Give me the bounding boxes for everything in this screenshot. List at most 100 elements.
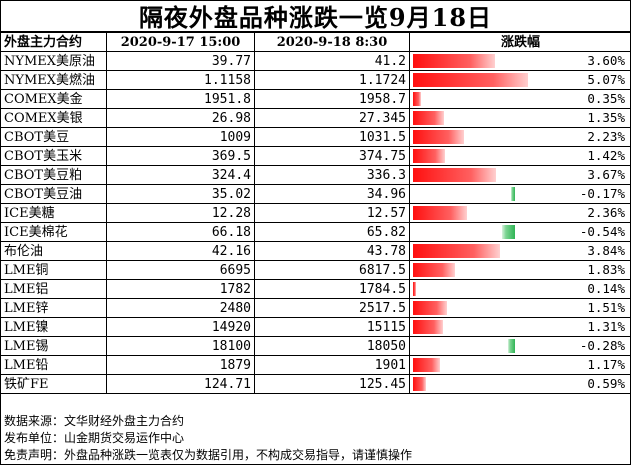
header-date2: 2020-9-18 8:30 xyxy=(254,32,410,52)
price-0918-cell: 15115 xyxy=(254,317,410,337)
change-value: 5.07% xyxy=(587,72,625,87)
change-cell: 0.59% xyxy=(409,374,631,394)
change-bar-up xyxy=(413,358,440,372)
change-bar-down xyxy=(502,225,515,239)
change-bar-up xyxy=(413,168,497,182)
price-0917-cell: 12.28 xyxy=(106,203,255,223)
change-value: 1.31% xyxy=(587,319,625,334)
table-row: NYMEX美燃油 1.1158 1.1724 5.07% xyxy=(0,70,631,90)
table-row: NYMEX美原油 39.77 41.2 3.60% xyxy=(0,51,631,71)
price-0918-cell: 43.78 xyxy=(254,241,410,261)
price-0917-cell: 39.77 xyxy=(106,51,255,71)
change-cell: 1.83% xyxy=(409,260,631,280)
change-cell: 0.14% xyxy=(409,279,631,299)
change-bar-down xyxy=(508,339,515,353)
change-bar-up xyxy=(413,282,417,296)
change-value: 1.42% xyxy=(587,148,625,163)
price-0918-cell: 1.1724 xyxy=(254,70,410,90)
change-cell: 1.35% xyxy=(409,108,631,128)
change-value: 0.35% xyxy=(587,91,625,106)
table-row: CBOT美豆粕 324.4 336.3 3.67% xyxy=(0,165,631,185)
change-cell: 1.42% xyxy=(409,146,631,166)
contract-name-cell: LME铅 xyxy=(0,355,107,375)
price-0917-cell: 324.4 xyxy=(106,165,255,185)
footer-notes: 数据来源：文华财经外盘主力合约 发布单位：山金期货交易运作中心 免责声明：外盘品… xyxy=(0,413,631,464)
change-bar-up xyxy=(413,320,443,334)
price-0917-cell: 14920 xyxy=(106,317,255,337)
contract-name-cell: LME锡 xyxy=(0,336,107,356)
price-0917-cell: 42.16 xyxy=(106,241,255,261)
price-0918-cell: 336.3 xyxy=(254,165,410,185)
change-cell: 3.84% xyxy=(409,241,631,261)
table-row: LME锡 18100 18050 -0.28% xyxy=(0,336,631,356)
change-value: 3.60% xyxy=(587,53,625,68)
change-cell: -0.54% xyxy=(409,222,631,242)
change-cell: 3.67% xyxy=(409,165,631,185)
price-0917-cell: 1.1158 xyxy=(106,70,255,90)
change-bar-up xyxy=(413,149,446,163)
price-0918-cell: 18050 xyxy=(254,336,410,356)
change-value: 0.59% xyxy=(587,376,625,391)
table-row: CBOT美豆 1009 1031.5 2.23% xyxy=(0,127,631,147)
change-bar-up xyxy=(413,92,421,106)
price-table: 外盘主力合约 2020-9-17 15:00 2020-9-18 8:30 涨跌… xyxy=(0,32,631,394)
price-0918-cell: 1031.5 xyxy=(254,127,410,147)
price-0917-cell: 124.71 xyxy=(106,374,255,394)
table-row: COMEX美金 1951.8 1958.7 0.35% xyxy=(0,89,631,109)
change-value: -0.54% xyxy=(579,224,625,239)
price-0917-cell: 1009 xyxy=(106,127,255,147)
contract-name-cell: ICE美糖 xyxy=(0,203,107,223)
contract-name-cell: NYMEX美燃油 xyxy=(0,70,107,90)
change-value: 1.51% xyxy=(587,300,625,315)
change-bar-up xyxy=(413,206,467,220)
contract-name-cell: CBOT美玉米 xyxy=(0,146,107,166)
table-row: LME铜 6695 6817.5 1.83% xyxy=(0,260,631,280)
change-cell: 2.23% xyxy=(409,127,631,147)
contract-name-cell: LME锌 xyxy=(0,298,107,318)
change-value: 1.83% xyxy=(587,262,625,277)
table-row: LME锌 2480 2517.5 1.51% xyxy=(0,298,631,318)
table-row: ICE美棉花 66.18 65.82 -0.54% xyxy=(0,222,631,242)
contract-name-cell: LME铝 xyxy=(0,279,107,299)
table-row: LME铝 1782 1784.5 0.14% xyxy=(0,279,631,299)
header-change: 涨跌幅 xyxy=(409,32,631,52)
change-value: 2.23% xyxy=(587,129,625,144)
table-row: COMEX美银 26.98 27.345 1.35% xyxy=(0,108,631,128)
footer-disclaimer: 免责声明：外盘品种涨跌一览表仅为数据引用，不构成交易指导，请谨慎操作 xyxy=(4,448,413,462)
price-0918-cell: 12.57 xyxy=(254,203,410,223)
change-cell: 3.60% xyxy=(409,51,631,71)
change-cell: 0.35% xyxy=(409,89,631,109)
price-0917-cell: 1879 xyxy=(106,355,255,375)
change-bar-up xyxy=(413,54,495,68)
contract-name-cell: 铁矿FE xyxy=(0,374,107,394)
price-0917-cell: 66.18 xyxy=(106,222,255,242)
contract-name-cell: ICE美棉花 xyxy=(0,222,107,242)
price-0918-cell: 6817.5 xyxy=(254,260,410,280)
price-0918-cell: 27.345 xyxy=(254,108,410,128)
price-0917-cell: 26.98 xyxy=(106,108,255,128)
change-cell: 2.36% xyxy=(409,203,631,223)
contract-name-cell: NYMEX美原油 xyxy=(0,51,107,71)
change-bar-up xyxy=(413,301,448,315)
change-value: 1.35% xyxy=(587,110,625,125)
change-cell: 1.31% xyxy=(409,317,631,337)
change-cell: -0.28% xyxy=(409,336,631,356)
table-header-row: 外盘主力合约 2020-9-17 15:00 2020-9-18 8:30 涨跌… xyxy=(0,32,631,52)
change-bar-up xyxy=(413,244,501,258)
header-contract: 外盘主力合约 xyxy=(0,32,107,52)
price-0918-cell: 125.45 xyxy=(254,374,410,394)
contract-name-cell: 布伦油 xyxy=(0,241,107,261)
change-value: -0.17% xyxy=(579,186,625,201)
change-value: 1.17% xyxy=(587,357,625,372)
price-0918-cell: 2517.5 xyxy=(254,298,410,318)
footer-source: 数据来源：文华财经外盘主力合约 xyxy=(4,414,185,428)
price-0918-cell: 1901 xyxy=(254,355,410,375)
price-0918-cell: 65.82 xyxy=(254,222,410,242)
table-row: CBOT美豆油 35.02 34.96 -0.17% xyxy=(0,184,631,204)
price-0917-cell: 369.5 xyxy=(106,146,255,166)
table-row: LME镍 14920 15115 1.31% xyxy=(0,317,631,337)
price-0917-cell: 2480 xyxy=(106,298,255,318)
contract-name-cell: CBOT美豆油 xyxy=(0,184,107,204)
price-0918-cell: 34.96 xyxy=(254,184,410,204)
contract-name-cell: COMEX美银 xyxy=(0,108,107,128)
